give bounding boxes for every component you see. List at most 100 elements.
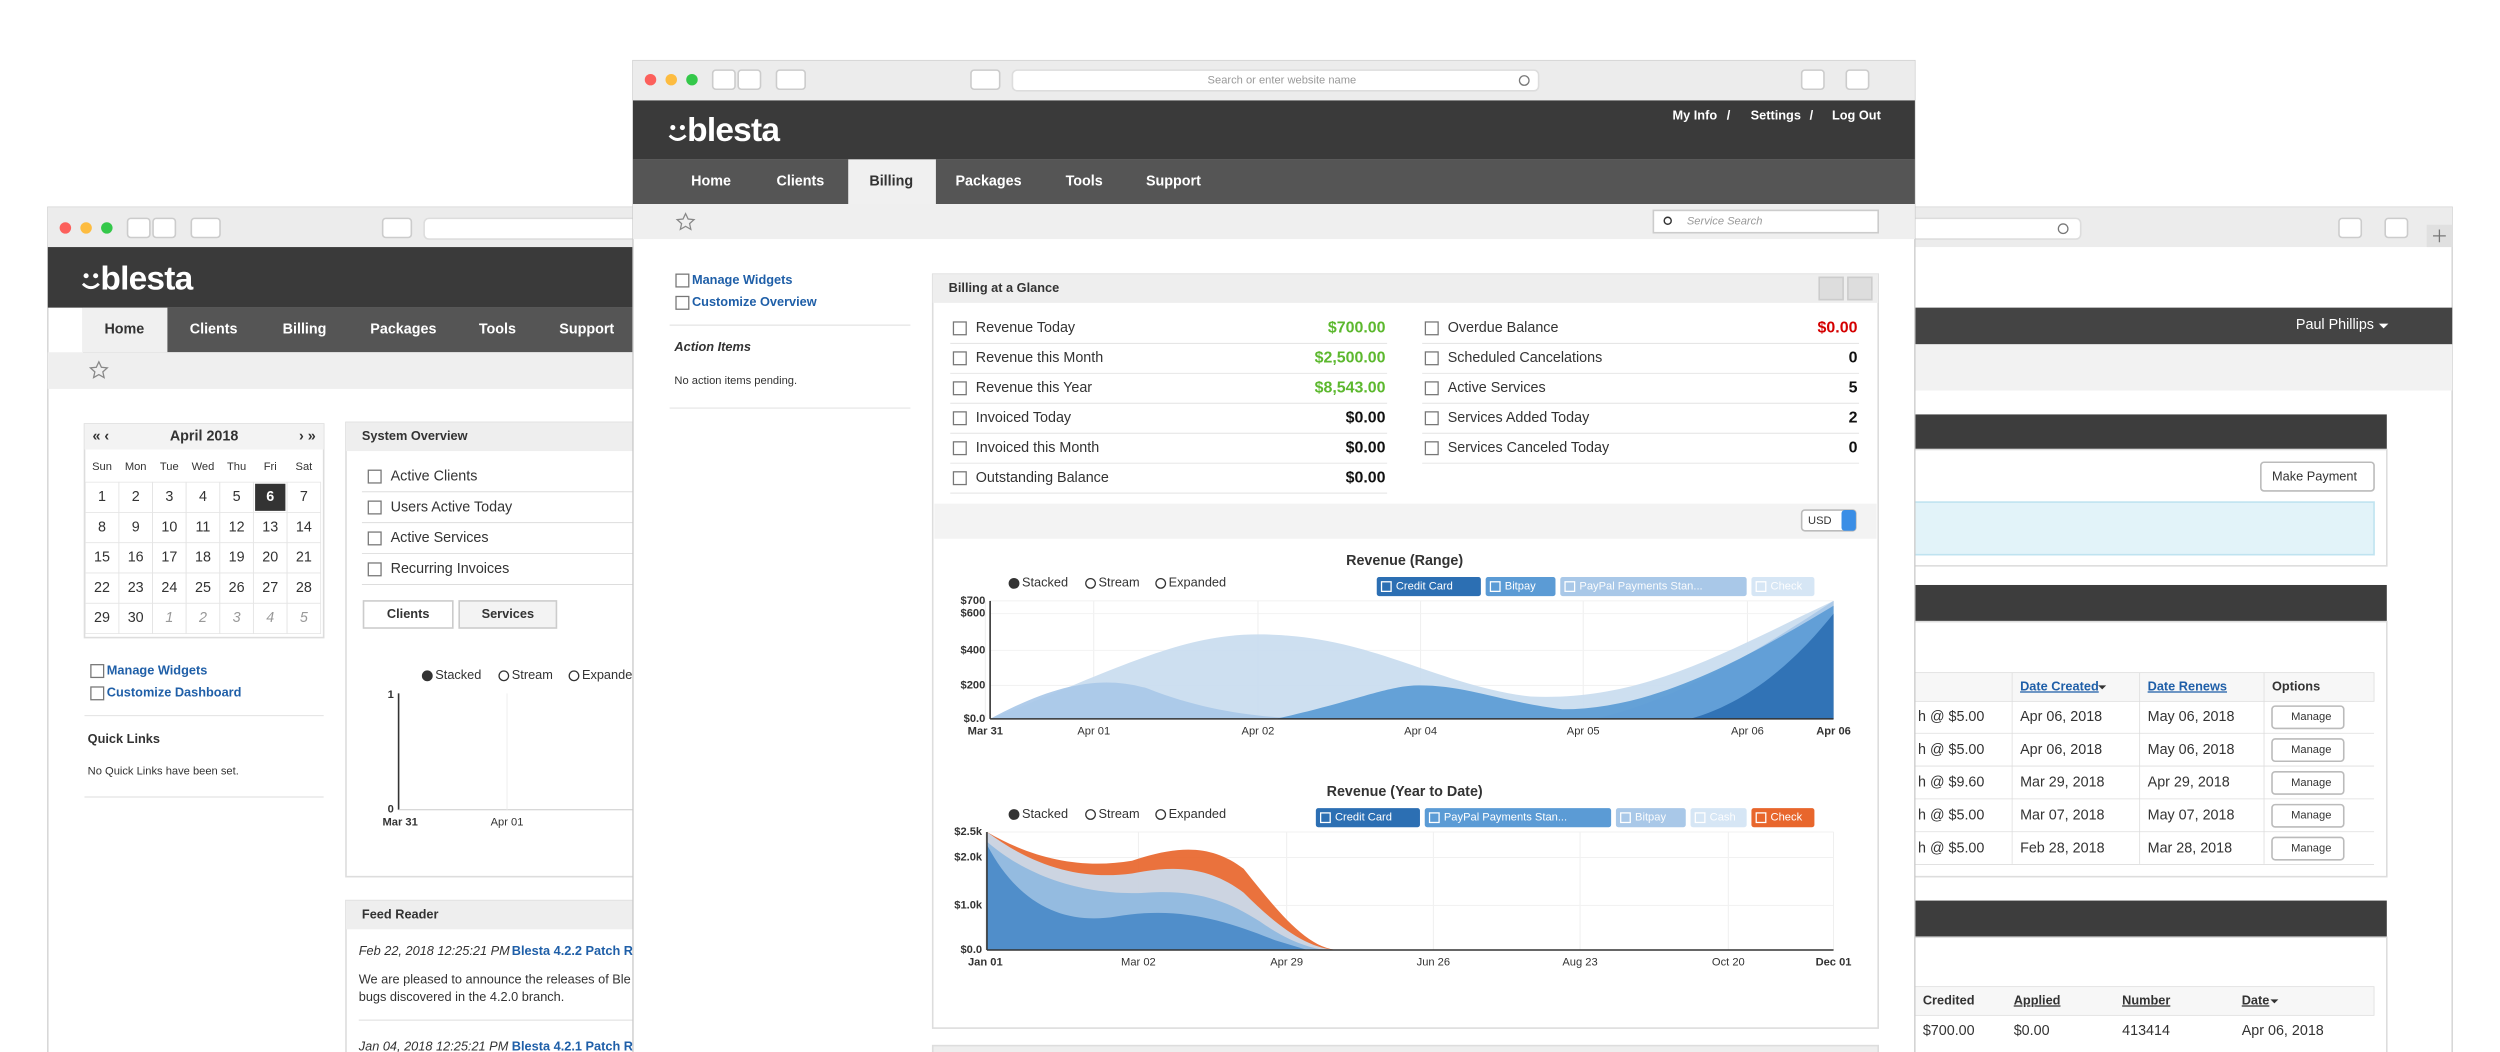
link[interactable]: Customize Overview [692, 294, 817, 309]
link[interactable]: Manage Widgets [107, 662, 207, 677]
radio[interactable] [1155, 577, 1167, 589]
calendar-day[interactable]: 12 [229, 519, 245, 535]
calendar-day[interactable]: 4 [266, 610, 274, 626]
radio[interactable] [1085, 809, 1096, 820]
button-label[interactable]: Manage [2291, 711, 2331, 723]
calendar-day[interactable]: 25 [195, 580, 211, 596]
calendar-day[interactable]: 3 [233, 610, 241, 626]
chart-mode[interactable]: Stream [1099, 575, 1140, 590]
calendar-day[interactable]: 16 [128, 550, 144, 566]
radio[interactable] [421, 670, 433, 682]
legend-item[interactable]: PayPal Payments Stan... [1444, 812, 1567, 824]
chart-mode[interactable]: Expanded [582, 667, 639, 682]
nav-item[interactable]: Billing [869, 173, 913, 189]
window-button[interactable] [101, 222, 113, 234]
calendar-day[interactable]: 27 [262, 580, 278, 596]
top-link[interactable]: Settings [1751, 108, 1801, 123]
nav-item[interactable]: Support [1146, 173, 1201, 189]
calendar-day[interactable]: 24 [161, 580, 177, 596]
button-label[interactable]: Manage [2291, 810, 2331, 822]
calendar-day[interactable]: 15 [94, 550, 110, 566]
calendar-day[interactable]: 4 [199, 489, 207, 505]
calendar-day[interactable]: 26 [229, 580, 245, 596]
feed-link[interactable]: Blesta 4.2.2 Patch R [512, 943, 633, 958]
calendar-day[interactable]: 6 [266, 489, 274, 505]
calendar-day[interactable]: 14 [296, 519, 312, 535]
nav-item[interactable]: Tools [1066, 173, 1103, 189]
chart-mode[interactable]: Stacked [435, 667, 481, 682]
legend-item[interactable]: PayPal Payments Stan... [1579, 581, 1702, 593]
currency-select[interactable]: USD [1808, 515, 1832, 527]
calendar-day[interactable]: 11 [196, 519, 211, 535]
chart-mode[interactable]: Expanded [1169, 806, 1226, 821]
address-placeholder[interactable]: Search or enter website name [1208, 74, 1357, 86]
chart-mode[interactable]: Stream [1099, 806, 1140, 821]
nav-item[interactable]: Packages [370, 322, 436, 338]
legend-item[interactable]: Credit Card [1335, 812, 1392, 824]
calendar-day[interactable]: 5 [300, 610, 308, 626]
search-placeholder[interactable]: Service Search [1687, 216, 1763, 228]
legend-item[interactable]: Credit Card [1396, 581, 1453, 593]
calendar-day[interactable]: 9 [132, 519, 140, 535]
user-menu[interactable]: Paul Phillips [2296, 317, 2374, 333]
legend-item[interactable]: Cash [1710, 812, 1736, 824]
window-button[interactable] [80, 222, 92, 234]
button-label[interactable]: Manage [2291, 744, 2331, 756]
window-button[interactable] [59, 222, 72, 234]
calendar-day[interactable]: 8 [98, 519, 106, 535]
nav-item[interactable]: Clients [776, 173, 824, 189]
window-button[interactable] [644, 73, 657, 86]
calendar-day[interactable]: 10 [161, 519, 177, 535]
button-label[interactable]: Make Payment [2272, 469, 2358, 484]
calendar-day[interactable]: 1 [98, 489, 106, 505]
radio[interactable] [1008, 577, 1020, 589]
legend-item[interactable]: Check [1771, 812, 1803, 824]
calendar-day[interactable]: 18 [195, 550, 211, 566]
calendar-day[interactable]: 23 [128, 580, 144, 596]
top-link[interactable]: My Info [1673, 108, 1718, 123]
nav-item[interactable]: Clients [190, 322, 238, 338]
button-label[interactable]: Manage [2291, 843, 2331, 855]
calendar-prev[interactable]: « ‹ [92, 429, 109, 445]
calendar-day[interactable]: 5 [233, 489, 241, 505]
legend-item[interactable]: Check [1771, 581, 1803, 593]
reload-icon[interactable] [1518, 75, 1530, 86]
calendar-day[interactable]: 21 [296, 550, 312, 566]
feed-link[interactable]: Blesta 4.2.1 Patch Re [512, 1039, 640, 1052]
calendar-day[interactable]: 28 [296, 580, 312, 596]
calendar-day[interactable]: 17 [161, 550, 177, 566]
link[interactable]: Manage Widgets [692, 272, 792, 287]
calendar-day[interactable]: 13 [262, 519, 278, 535]
calendar-next[interactable]: › » [299, 429, 316, 445]
legend-item[interactable]: Bitpay [1635, 812, 1666, 824]
chart-mode[interactable]: Expanded [1169, 575, 1226, 590]
calendar-day[interactable]: 2 [132, 489, 140, 505]
calendar-day[interactable]: 22 [94, 580, 110, 596]
radio[interactable] [498, 670, 510, 682]
top-link[interactable]: Log Out [1832, 108, 1882, 123]
reload-icon[interactable] [2057, 223, 2069, 235]
calendar-day[interactable]: 20 [262, 550, 278, 566]
radio[interactable] [1085, 577, 1096, 589]
column-header[interactable]: Applied [2014, 992, 2061, 1007]
nav-item[interactable]: Tools [479, 322, 516, 338]
column-header[interactable]: Date Renews [2148, 678, 2227, 693]
window-button[interactable] [686, 73, 698, 86]
nav-item[interactable]: Billing [283, 322, 327, 338]
chart-mode[interactable]: Stacked [1022, 575, 1068, 590]
nav-item[interactable]: Home [691, 173, 731, 189]
column-header[interactable]: Date Created [2020, 678, 2099, 693]
nav-item[interactable]: Home [104, 322, 144, 338]
tab[interactable]: Clients [387, 606, 430, 621]
chart-mode[interactable]: Stacked [1022, 806, 1068, 821]
window-button[interactable] [665, 73, 677, 86]
nav-item[interactable]: Packages [955, 173, 1021, 189]
radio[interactable] [1155, 809, 1167, 820]
chart-mode[interactable]: Stream [512, 667, 553, 682]
calendar-day[interactable]: 7 [300, 489, 308, 505]
calendar-day[interactable]: 29 [94, 610, 110, 626]
calendar-day[interactable]: 1 [165, 610, 173, 626]
nav-item[interactable]: Support [559, 322, 614, 338]
radio[interactable] [568, 670, 580, 682]
calendar-day[interactable]: 2 [198, 610, 207, 626]
